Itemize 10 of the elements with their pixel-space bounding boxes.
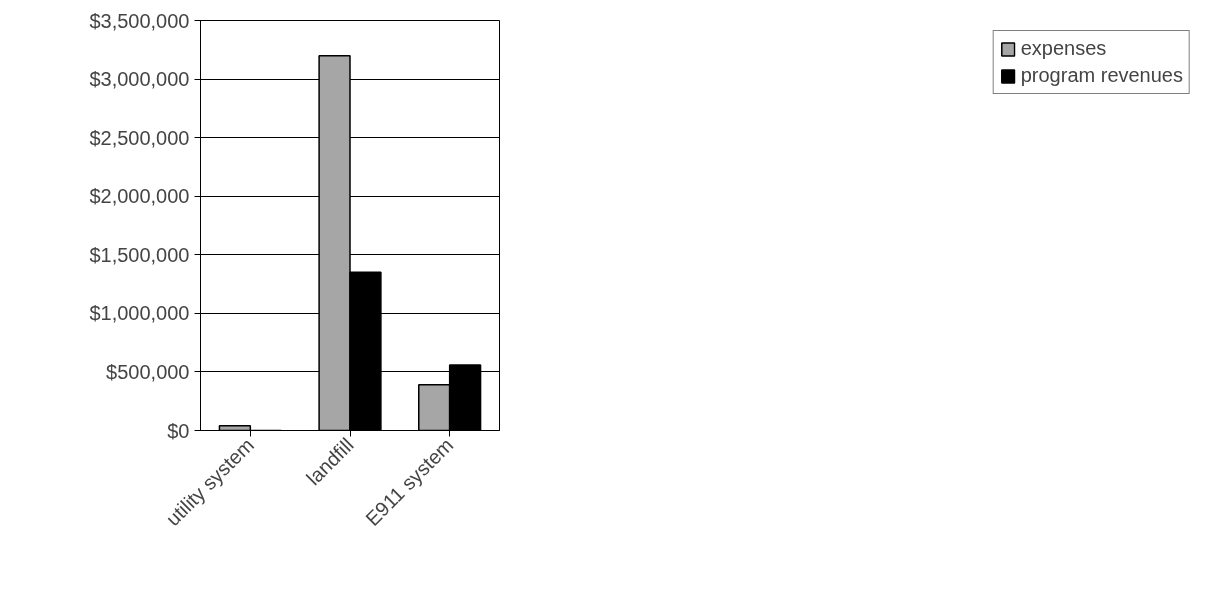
y-tick-label: $0 — [167, 419, 190, 442]
y-tick-label: $3,500,000 — [89, 9, 190, 32]
legend-label: expenses — [1020, 37, 1107, 60]
y-tick-label: $1,000,000 — [89, 302, 190, 325]
y-tick-label: $500,000 — [106, 360, 190, 383]
y-tick-label: $3,000,000 — [89, 68, 190, 91]
legend-label: program revenues — [1020, 64, 1183, 87]
y-tick-label: $1,500,000 — [89, 243, 190, 266]
y-tick-label: $2,000,000 — [89, 185, 190, 208]
y-tick-label: $2,500,000 — [89, 126, 190, 149]
